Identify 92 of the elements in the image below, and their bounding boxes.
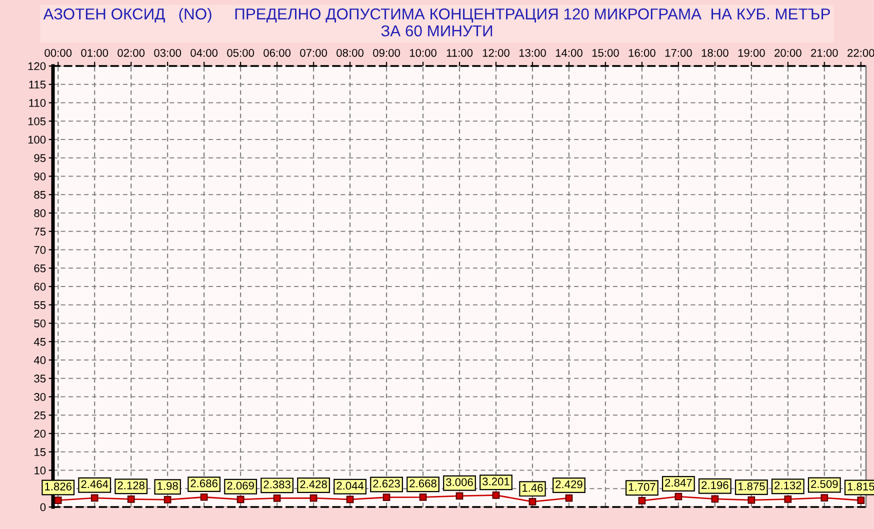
x-tick-label: 07:00 (300, 48, 328, 57)
y-tick-label: 75 (34, 228, 46, 236)
point (200, 493, 208, 501)
x-tick-label: 01:00 (81, 48, 108, 57)
y-tick-label: 90 (34, 172, 46, 180)
y-tick-label: 55 (34, 301, 46, 310)
x-tick-label: 09:00 (373, 48, 400, 57)
y-tick-label: 50 (34, 320, 46, 328)
point (127, 496, 135, 503)
y-tick-label: 70 (34, 246, 46, 254)
y-tick-label: 110 (29, 99, 46, 107)
y-tick-label: 40 (34, 356, 46, 364)
y-tick-label: 15 (34, 448, 46, 456)
x-tick-label: 15:00 (592, 48, 619, 57)
y-tick-label: 60 (34, 282, 46, 291)
x-tick-label: 13:00 (519, 48, 546, 57)
point (346, 496, 354, 504)
point (90, 494, 98, 502)
x-tick-label: 05:00 (227, 48, 254, 57)
x-tick-label: 08:00 (336, 48, 364, 57)
data-label: 1.815 (848, 482, 874, 490)
point (236, 496, 244, 504)
y-tick-label: 20 (34, 430, 46, 438)
x-tick-label: 06:00 (264, 48, 291, 57)
data-label: 2.069 (227, 482, 254, 490)
chart-title: АЗОТЕН ОКСИД (NO) ПРЕДЕЛНО ДОПУСТИМА КОНЦЕНТРАЦИЯ 120 МИКРОГРАМА НА КУБ. МЕТЪР ЗА 60 МИНУТИ (43, 8, 830, 36)
data-label: 1.46 (522, 484, 543, 492)
y-tick-label: 25 (34, 411, 46, 420)
point (820, 494, 828, 502)
data-label: 1.707 (628, 483, 656, 491)
data-label: 2.847 (665, 478, 692, 487)
x-tick-label: 10:00 (410, 48, 436, 57)
data-label: 2.464 (81, 480, 108, 488)
point (419, 494, 427, 501)
y-tick-label: 115 (29, 80, 46, 89)
x-tick-label: 02:00 (118, 48, 145, 57)
point (310, 494, 318, 502)
x-tick-label: 11:00 (446, 48, 473, 57)
x-tick-label: 03:00 (154, 48, 182, 57)
point (164, 496, 172, 504)
data-label: 1.875 (738, 482, 765, 490)
y-tick-label: 80 (34, 209, 46, 218)
y-tick-label: 45 (34, 338, 46, 346)
data-label: 2.428 (300, 480, 327, 488)
data-label: 2.044 (336, 482, 364, 490)
point (565, 494, 573, 502)
point (273, 494, 281, 502)
x-tick-label: 21:00 (811, 48, 838, 57)
x-tick-label: 17:00 (665, 48, 692, 57)
data-label: 2.383 (264, 480, 290, 488)
y-tick-label: 30 (34, 393, 46, 401)
point (382, 494, 390, 502)
y-tick-label: 10 (34, 466, 46, 474)
y-tick-label: 120 (28, 62, 46, 70)
y-tick-label: 95 (34, 154, 46, 162)
data-label: 1.826 (45, 482, 72, 490)
x-tick-label: 12:00 (482, 48, 510, 57)
point (748, 496, 756, 504)
x-tick-label: 00:00 (44, 48, 72, 57)
point (674, 492, 682, 500)
point (638, 497, 646, 504)
x-tick-label: 19:00 (738, 48, 765, 57)
x-tick-label: 16:00 (628, 48, 656, 57)
data-label: 3.006 (446, 478, 473, 486)
x-tick-label: 22:00 (848, 48, 874, 57)
data-label: 2.623 (373, 480, 400, 488)
data-label: 2.196 (702, 481, 728, 490)
y-tick-label: 105 (28, 117, 46, 126)
x-tick-label: 18:00 (702, 48, 728, 57)
data-label: 2.686 (190, 479, 218, 488)
y-tick-label: 100 (28, 136, 46, 144)
point (784, 495, 792, 503)
point (492, 492, 500, 499)
point (711, 495, 719, 503)
data-label: 2.429 (556, 480, 582, 488)
x-tick-label: 20:00 (774, 48, 802, 57)
y-tick-label: 85 (34, 190, 46, 199)
data-label: 2.668 (410, 479, 436, 488)
y-tick-label: 65 (34, 264, 46, 272)
data-label: 3.201 (482, 478, 510, 486)
data-label: 2.132 (774, 481, 802, 490)
x-tick-label: 14:00 (556, 48, 582, 57)
point (528, 498, 536, 506)
data-label: 1.98 (158, 482, 178, 490)
point (54, 496, 62, 504)
data-label: 2.128 (118, 481, 145, 490)
data-label: 2.509 (811, 480, 838, 488)
point (857, 496, 865, 504)
y-tick-label: 0 (40, 503, 46, 512)
point (456, 492, 464, 500)
y-tick-label: 35 (34, 374, 46, 383)
x-tick-label: 04:00 (190, 48, 218, 57)
